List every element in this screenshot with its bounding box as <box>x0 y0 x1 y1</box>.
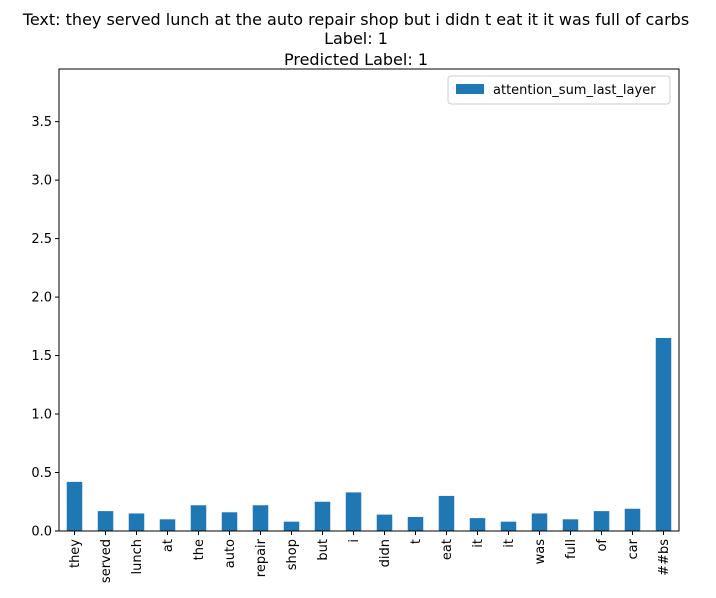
bar-11 <box>407 516 424 531</box>
y-axis: 0.0 0.5 1.0 1.5 2.0 2.5 3.0 3.5 <box>31 115 59 540</box>
x-tick-label: lunch <box>130 539 145 574</box>
x-tick-label: shop <box>285 539 300 570</box>
x-tick-label: i <box>347 539 362 543</box>
bar-16 <box>562 519 579 531</box>
bar-1 <box>97 511 114 531</box>
bar-6 <box>252 505 269 531</box>
y-tick-label: 3.5 <box>31 115 52 130</box>
x-tick-label: auto <box>223 539 238 568</box>
x-tick-label: at <box>161 539 176 552</box>
legend-box <box>447 75 671 105</box>
bar-2 <box>128 513 145 531</box>
x-tick-label: they <box>68 539 83 568</box>
y-tick-label: 2.5 <box>31 232 52 247</box>
x-tick-label: it <box>502 539 517 548</box>
x-tick-label: it <box>471 539 486 548</box>
legend: attention_sum_last_layer <box>447 75 671 105</box>
y-tick-label: 1.0 <box>31 408 52 423</box>
y-tick-label: 3.0 <box>31 174 52 189</box>
bar-7 <box>283 521 300 531</box>
bar-13 <box>469 518 486 531</box>
x-tick-label: served <box>99 539 114 583</box>
x-axis: they served lunch at the auto repair shop but i di… <box>68 531 672 583</box>
x-tick-label: t <box>409 539 424 544</box>
bar-17 <box>593 511 610 531</box>
bar-9 <box>345 492 362 531</box>
x-tick-label: but <box>316 539 331 561</box>
bars-layer <box>66 338 672 531</box>
x-tick-label: of <box>595 539 610 552</box>
chart-title: Text: they served lunch at the auto repa… <box>22 10 689 69</box>
x-tick-label: full <box>564 539 579 559</box>
plot-frame <box>58 68 680 532</box>
x-tick-label: eat <box>440 539 455 560</box>
bar-3 <box>159 519 176 531</box>
legend-swatch <box>456 84 484 94</box>
bar-12 <box>438 495 455 531</box>
chart-title-line-1: Text: they served lunch at the auto repa… <box>22 10 689 29</box>
x-tick-label: didn <box>378 539 393 567</box>
bar-8 <box>314 501 331 531</box>
bar-0 <box>66 481 83 531</box>
bar-10 <box>376 514 393 531</box>
x-tick-label: car <box>626 538 641 559</box>
bar-15 <box>531 513 548 531</box>
bar-4 <box>190 505 207 531</box>
legend-label: attention_sum_last_layer <box>493 83 656 98</box>
bar-19 <box>655 338 672 531</box>
x-tick-label: was <box>533 539 548 565</box>
y-tick-label: 0.0 <box>31 525 52 540</box>
bar-18 <box>624 508 641 531</box>
x-tick-label: the <box>192 539 207 560</box>
x-tick-label: ##bs <box>657 539 672 576</box>
y-tick-label: 2.0 <box>31 291 52 306</box>
y-tick-label: 1.5 <box>31 349 52 364</box>
bar-5 <box>221 512 238 531</box>
chart-title-line-3: Predicted Label: 1 <box>284 50 428 69</box>
x-tick-label: repair <box>254 538 269 577</box>
y-tick-label: 0.5 <box>31 466 52 481</box>
bar-14 <box>500 521 517 531</box>
chart-title-line-2: Label: 1 <box>324 29 388 48</box>
